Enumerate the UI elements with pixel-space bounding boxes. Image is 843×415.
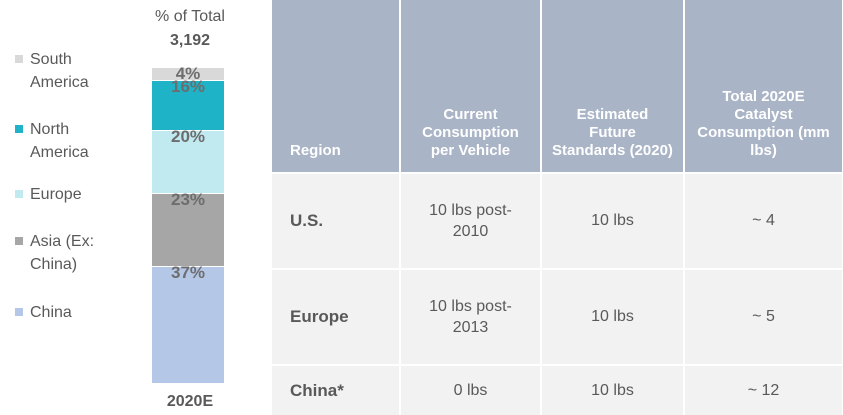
bar-segment: [152, 266, 224, 383]
data-label: 37%: [170, 263, 206, 283]
table-cell: 10 lbs post-2013: [400, 267, 542, 365]
legend-label: China: [30, 304, 72, 321]
legend-swatch: [15, 55, 23, 63]
cell-text: ~ 4: [752, 212, 775, 230]
table-row: U.S. 10 lbs post-2010 10 lbs ~ 4: [272, 172, 843, 269]
table-cell: 10 lbs post-2010: [400, 172, 542, 269]
column-header: Total 2020E Catalyst Consumption (mm lbs…: [684, 0, 843, 173]
bar-segment: [152, 130, 224, 194]
bar-segment: [152, 67, 224, 80]
cell-text: Europe: [290, 307, 349, 327]
data-label: 4%: [175, 64, 201, 83]
table-row: China* 0 lbs 10 lbs ~ 12: [272, 363, 843, 415]
table-cell: ~ 5: [684, 267, 843, 365]
table-cell: 10 lbs: [541, 363, 685, 415]
data-label: 16%: [170, 76, 206, 96]
cell-text: ~ 12: [747, 381, 780, 399]
legend-swatch: [15, 125, 23, 133]
cell-text: 10 lbs: [591, 381, 634, 399]
table-cell: ~ 4: [684, 172, 843, 269]
table-cell: 0 lbs: [400, 363, 542, 415]
data-label: 20%: [170, 127, 206, 147]
table-cell: 10 lbs: [541, 172, 685, 269]
total-label: 3,192: [169, 32, 211, 49]
table: Region Current Consumption per Vehicle Est…: [272, 0, 843, 415]
cell-text: 10 lbs: [591, 308, 634, 326]
column-header: Estimated Future Standards (2020): [541, 0, 685, 173]
legend-label: Asia (Ex: China): [30, 233, 95, 273]
cell-text: China*: [290, 380, 344, 400]
data-label: 23%: [170, 190, 206, 210]
legend-item: China: [15, 301, 125, 324]
legend-label: South America: [30, 51, 89, 91]
bar-segment: [152, 79, 224, 131]
table-cell: China*: [272, 363, 401, 415]
table-cell: Europe: [272, 267, 401, 365]
legend-item: Europe: [15, 183, 125, 206]
table-cell: ~ 12: [684, 363, 843, 415]
legend-item: Asia (Ex: China): [15, 230, 125, 276]
table-row: Europe 10 lbs post-2013 10 lbs ~ 5: [272, 267, 843, 365]
legend-label: Europe: [30, 186, 82, 203]
table-cell: U.S.: [272, 172, 401, 269]
column-header: Current Consumption per Vehicle: [400, 0, 542, 173]
cell-text: ~ 5: [752, 308, 775, 326]
bar-segment: [152, 193, 224, 267]
chart-title: % of Total: [155, 8, 225, 25]
legend-label: North America: [30, 121, 89, 161]
table-cell: 10 lbs: [541, 267, 685, 365]
column-header: Region: [272, 0, 401, 173]
legend-swatch: [15, 237, 23, 245]
legend-swatch: [15, 308, 23, 316]
category-label: 2020E: [166, 393, 214, 410]
legend-item: North America: [15, 118, 125, 164]
cell-text: U.S.: [290, 211, 324, 231]
legend-item: South America: [15, 48, 125, 94]
cell-text: 10 lbs: [591, 212, 634, 230]
cell-text: 10 lbs post-2013: [429, 297, 512, 336]
cell-text: 10 lbs post-2010: [429, 201, 512, 240]
cell-text: 0 lbs: [453, 381, 488, 399]
legend-swatch: [15, 190, 23, 198]
